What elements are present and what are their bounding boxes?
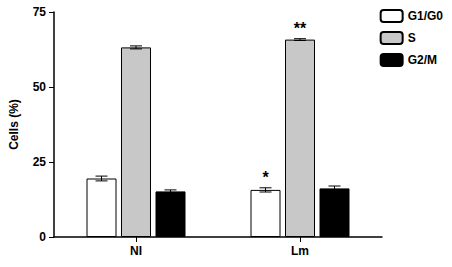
- svg-text:0: 0: [39, 230, 46, 244]
- svg-text:Lm: Lm: [291, 244, 309, 258]
- svg-text:25: 25: [33, 155, 47, 169]
- svg-text:NI: NI: [130, 244, 142, 258]
- svg-text:**: **: [294, 20, 307, 37]
- svg-text:Cells (%): Cells (%): [7, 99, 21, 150]
- svg-text:G2/M: G2/M: [408, 53, 437, 67]
- svg-text:S: S: [408, 31, 416, 45]
- svg-text:G1/G0: G1/G0: [408, 9, 444, 23]
- svg-text:50: 50: [33, 80, 47, 94]
- svg-text:*: *: [262, 169, 269, 186]
- svg-text:75: 75: [33, 5, 47, 19]
